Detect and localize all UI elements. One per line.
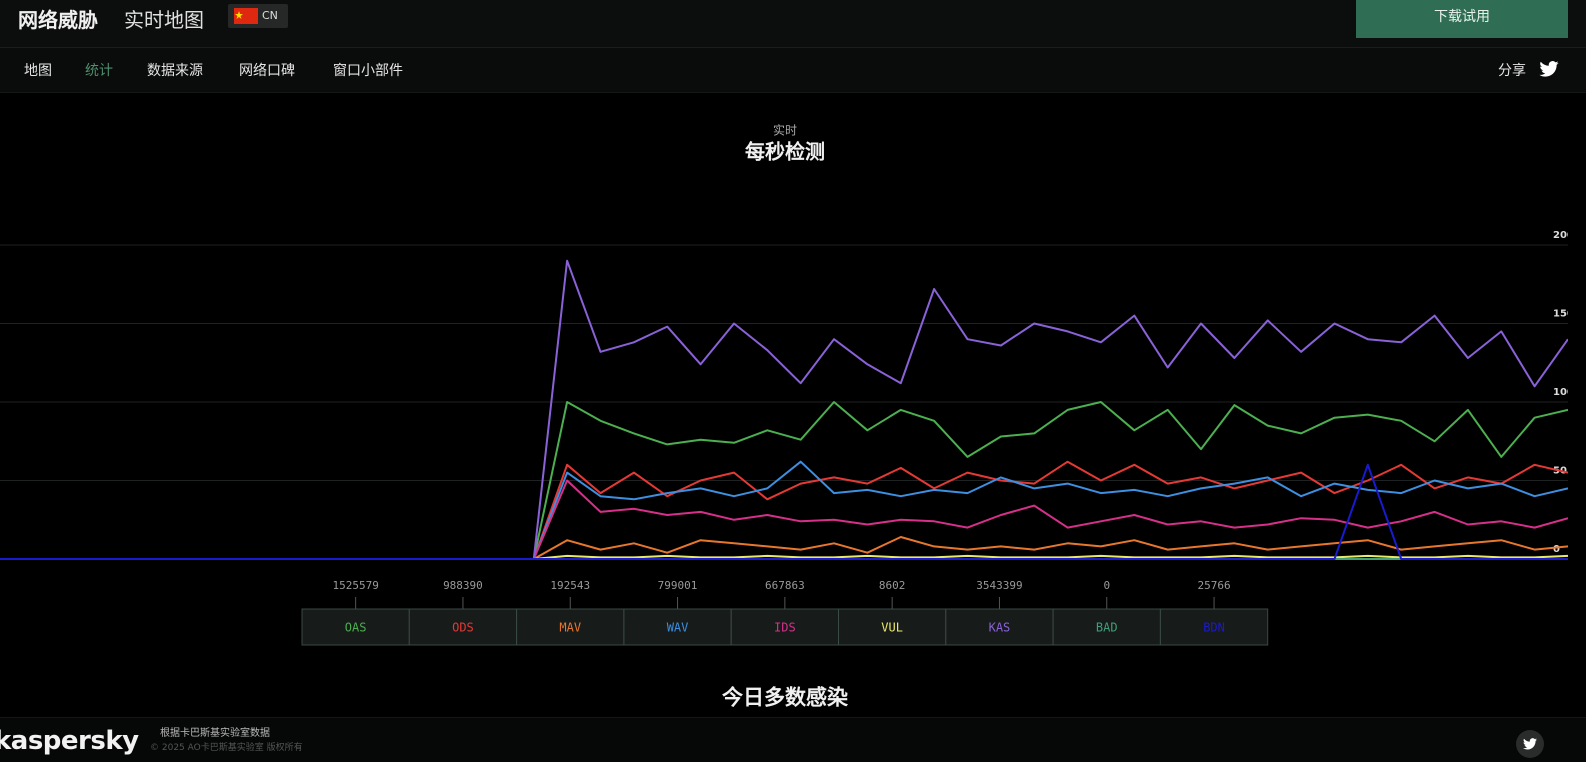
legend-label: OAS <box>345 621 367 635</box>
chart-title: 每秒检测 <box>745 140 825 164</box>
legend-label: BAD <box>1096 621 1118 635</box>
nav-link[interactable]: 地图 <box>24 63 52 79</box>
legend-label: IDS <box>774 621 796 635</box>
site-title[interactable]: 网络威胁 <box>18 8 98 32</box>
legend-button[interactable] <box>623 608 732 646</box>
legend-button[interactable] <box>730 608 840 646</box>
nav-link-active[interactable]: 统计 <box>85 63 113 79</box>
region-code: CN <box>262 9 278 22</box>
legend-label: VUL <box>881 621 903 635</box>
legend-button[interactable] <box>301 608 410 646</box>
section-title: 今日多数感染 <box>722 685 848 710</box>
site-subtitle: 实时地图 <box>124 8 204 32</box>
series-total: 8602 <box>879 579 906 592</box>
nav-bar <box>0 48 1586 93</box>
series-total: 1525579 <box>332 579 378 592</box>
series-total: 3543399 <box>976 579 1022 592</box>
footer <box>0 717 1586 762</box>
series-line <box>0 259 1568 560</box>
chart: 实时 每秒检测 今日多数感染 0501001502001525579OAS988… <box>0 123 1568 710</box>
flag-icon <box>234 8 258 24</box>
share-link[interactable]: 分享 <box>1498 63 1526 79</box>
nav-link[interactable]: 窗口小部件 <box>333 63 403 79</box>
footer-copyright: © 2025 AO卡巴斯基实验室 版权所有 <box>150 743 303 753</box>
y-tick-label: 150 <box>1553 309 1568 320</box>
series-total: 25766 <box>1197 579 1230 592</box>
series-line <box>0 463 1568 560</box>
series-total: 667863 <box>765 579 805 592</box>
legend-button[interactable] <box>408 608 518 646</box>
twitter-icon[interactable] <box>1539 61 1559 77</box>
footer-twitter[interactable] <box>1516 730 1544 758</box>
y-tick-label: 0 <box>1553 544 1560 555</box>
nav-link[interactable]: 网络口碑 <box>239 63 295 79</box>
y-tick-label: 200 <box>1553 230 1568 241</box>
legend-label: ODS <box>452 621 474 635</box>
legend-button[interactable] <box>516 608 625 646</box>
legend-label: BDN <box>1203 621 1225 635</box>
legend-button[interactable] <box>945 608 1054 646</box>
legend-label: MAV <box>559 621 581 635</box>
region-button[interactable]: CN <box>228 4 288 28</box>
footer-source: 根据卡巴斯基实验室数据 <box>160 728 270 739</box>
legend-button[interactable] <box>1159 608 1269 646</box>
footer-logo[interactable]: kaspersky <box>0 726 139 756</box>
legend-button[interactable] <box>838 608 947 646</box>
series-total: 988390 <box>443 579 483 592</box>
nav-link[interactable]: 数据来源 <box>147 63 203 79</box>
y-tick-label: 100 <box>1553 387 1568 398</box>
series-total: 192543 <box>550 579 590 592</box>
legend-label: WAV <box>667 621 689 635</box>
series-total: 799001 <box>658 579 698 592</box>
legend-label: KAS <box>989 621 1011 635</box>
chart-kicker: 实时 <box>773 123 797 138</box>
series-total: 0 <box>1103 579 1110 592</box>
twitter-icon <box>1523 738 1537 750</box>
download-button[interactable]: 下载试用 <box>1356 0 1568 38</box>
legend-button[interactable] <box>1052 608 1161 646</box>
